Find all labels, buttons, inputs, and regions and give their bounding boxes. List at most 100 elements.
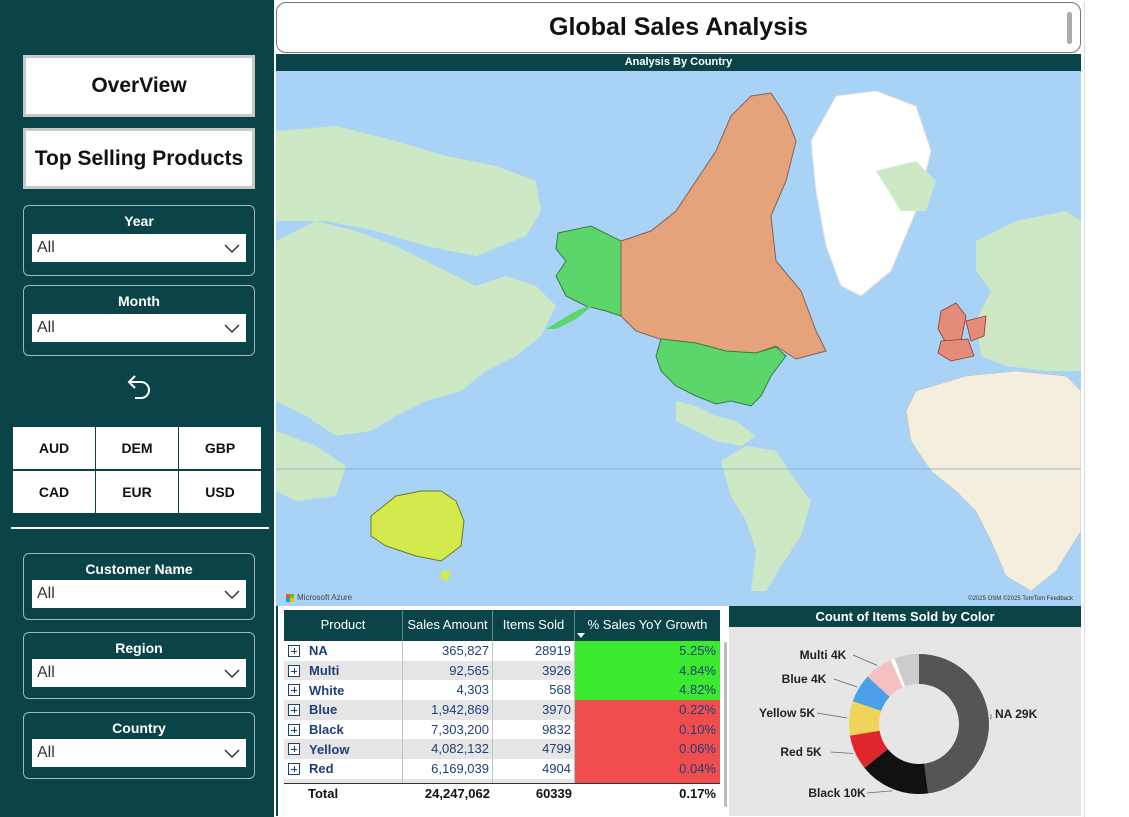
donut-leader-line [833, 678, 858, 688]
col-yoy-growth-label: % Sales YoY Growth [587, 617, 708, 632]
donut-label: NA 29K [995, 707, 1038, 721]
country-map[interactable]: Microsoft Azure ©2025 OSM ©2025 TomTom F… [276, 71, 1081, 606]
top-selling-products-button[interactable]: Top Selling Products [23, 128, 255, 189]
donut-slice[interactable] [849, 730, 888, 768]
currency-eur-button[interactable]: EUR [96, 471, 178, 513]
col-yoy-growth[interactable]: % Sales YoY Growth [575, 610, 720, 641]
row-sales: 4,082,132 [403, 739, 493, 760]
chevron-down-icon [224, 669, 240, 679]
col-sales-amount[interactable]: Sales Amount [403, 610, 493, 641]
page-title: Global Sales Analysis [549, 13, 808, 41]
overview-button[interactable]: OverView [23, 55, 255, 117]
expand-icon[interactable] [288, 644, 300, 657]
microsoft-logo-icon [286, 593, 294, 602]
report-header: Global Sales Analysis [276, 2, 1081, 53]
expand-icon[interactable] [288, 684, 300, 697]
customer-name-dropdown[interactable]: All [32, 580, 246, 608]
row-sales: 7,303,200 [403, 719, 493, 740]
currency-cad-button[interactable]: CAD [13, 471, 95, 513]
donut-leader-line [816, 712, 848, 719]
row-product-label: Yellow [309, 741, 350, 757]
month-slicer: Month All [23, 285, 255, 356]
donut-slice[interactable] [894, 654, 919, 687]
table-row[interactable]: Black 7,303,200 9832 0.10% [284, 719, 720, 740]
row-growth: 4.84% [575, 660, 720, 681]
table-row[interactable]: Blue 1,942,869 3970 0.22% [284, 700, 720, 720]
row-growth: 0.04% [575, 759, 720, 779]
uk-region[interactable] [937, 302, 967, 344]
country-slicer: Country All [23, 712, 255, 779]
row-growth: 5.25% [575, 641, 720, 661]
expand-icon[interactable] [288, 762, 300, 775]
table-scrollbar[interactable] [724, 642, 727, 807]
region-dropdown[interactable]: All [32, 659, 246, 687]
row-items: 3970 [493, 700, 575, 720]
col-product[interactable]: Product [284, 610, 403, 641]
row-product-label: Silver [309, 781, 344, 783]
expand-icon[interactable] [288, 703, 300, 716]
map-title: Analysis By Country [276, 54, 1081, 71]
donut-slice[interactable] [849, 701, 882, 736]
currency-aud-button[interactable]: AUD [13, 427, 95, 469]
region-slicer: Region All [23, 632, 255, 699]
row-items: 568 [493, 680, 575, 701]
france-region[interactable] [937, 338, 975, 362]
russia-landmass [276, 126, 541, 256]
month-dropdown[interactable]: All [32, 314, 246, 342]
table-row[interactable]: Multi 92,565 3926 4.84% [284, 660, 720, 681]
australia-region[interactable] [370, 490, 465, 562]
table-row[interactable]: Yellow 4,082,132 4799 0.06% [284, 739, 720, 760]
row-product: NA [284, 641, 403, 661]
customer-name-dropdown-value: All [37, 585, 55, 602]
expand-icon[interactable] [288, 723, 300, 736]
total-label: Total [308, 786, 339, 801]
year-slicer-title: Year [124, 213, 154, 229]
country-slicer-title: Country [112, 720, 166, 736]
month-dropdown-value: All [37, 319, 55, 336]
row-product: Blue [284, 700, 403, 720]
header-scrollbar[interactable] [1067, 12, 1072, 44]
row-product: White [284, 680, 403, 701]
customer-name-slicer: Customer Name All [23, 553, 255, 620]
donut-slice[interactable] [867, 659, 903, 697]
donut-slice[interactable] [890, 658, 906, 688]
donut-label: Black 10K [808, 786, 866, 800]
germany-region[interactable] [965, 315, 987, 342]
map-canvas [276, 90, 1081, 592]
year-dropdown-value: All [37, 239, 55, 256]
row-growth: 0.22% [575, 700, 720, 720]
region-slicer-title: Region [115, 640, 163, 656]
expand-icon[interactable] [288, 743, 300, 756]
donut-slice[interactable] [864, 749, 929, 794]
expand-icon[interactable] [288, 664, 300, 677]
donut-slice[interactable] [919, 654, 989, 794]
usa-region[interactable] [655, 338, 787, 407]
undo-icon[interactable] [122, 372, 154, 402]
canada-region[interactable] [620, 92, 827, 362]
africa-landmass [905, 370, 1081, 592]
donut-slice[interactable] [852, 676, 890, 711]
donut-leader-line [830, 751, 854, 754]
table-row[interactable]: White 4,303 568 4.82% [284, 680, 720, 701]
alaska-region[interactable] [555, 225, 622, 317]
donut-chart[interactable]: NA 29K Black 10K Red 5K Yellow 5K Blue 4K Mul… [729, 627, 1081, 816]
map-provider: Microsoft Azure [286, 593, 352, 602]
map-attribution[interactable]: ©2025 OSM ©2025 TomTom Feedback [968, 596, 1073, 602]
currency-gbp-button[interactable]: GBP [179, 427, 261, 469]
row-product-label: Blue [309, 702, 338, 718]
table-row[interactable]: Red 6,169,039 4904 0.04% [284, 759, 720, 779]
currency-usd-button[interactable]: USD [179, 471, 261, 513]
row-product-label: Red [309, 761, 334, 777]
row-product-label: Multi [309, 663, 340, 679]
year-dropdown[interactable]: All [32, 234, 246, 262]
row-growth: 0.10% [575, 719, 720, 740]
table-row[interactable]: Silver 4,287,12734210.03% [284, 778, 720, 783]
chevron-down-icon [224, 749, 240, 759]
year-slicer: Year All [23, 205, 255, 276]
country-dropdown-value: All [37, 744, 55, 761]
table-row[interactable]: NA 365,827 28919 5.25% [284, 641, 720, 661]
col-items-sold[interactable]: Items Sold [493, 610, 575, 641]
country-dropdown[interactable]: All [32, 739, 246, 767]
currency-dem-button[interactable]: DEM [96, 427, 178, 469]
sidebar-divider [11, 527, 269, 529]
